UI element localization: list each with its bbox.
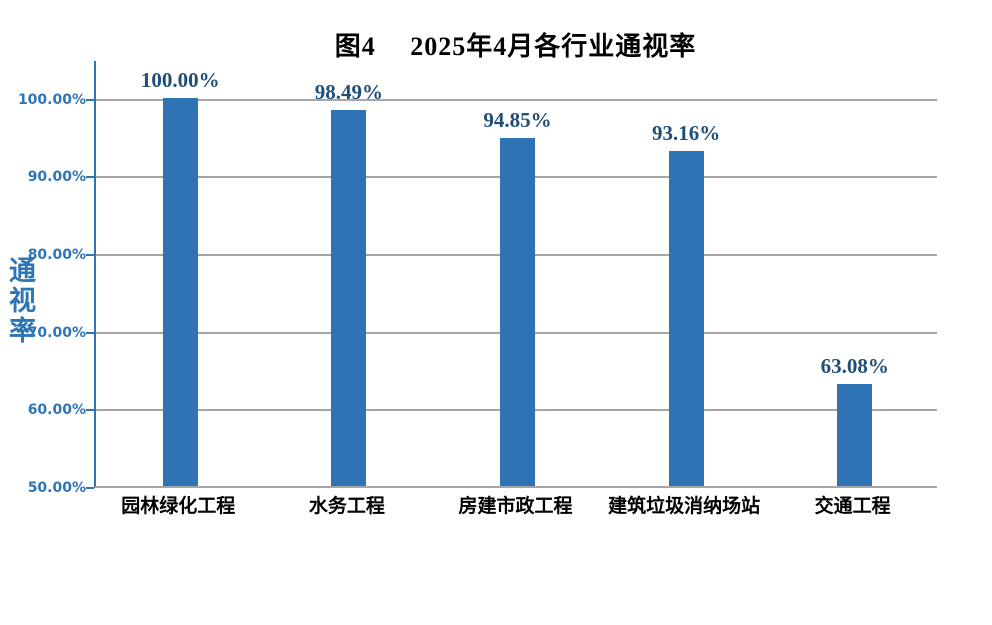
gridline-100 xyxy=(96,98,937,101)
y-axis-tick xyxy=(86,331,94,334)
x-axis-category-label: 交通工程 xyxy=(814,495,891,517)
y-axis-tick-label: 60.00% xyxy=(27,402,86,419)
y-axis-tick-label: 100.00% xyxy=(17,91,86,108)
bar-value-label: 93.16% xyxy=(651,120,721,145)
y-axis-tick xyxy=(86,98,94,101)
y-axis-tick-label: 90.00% xyxy=(27,169,86,186)
x-axis-category-label: 园林绿化工程 xyxy=(121,495,236,517)
bar-4 xyxy=(668,150,704,486)
y-axis-tick-label: 80.00% xyxy=(27,247,86,264)
bar-value-label: 94.85% xyxy=(483,107,552,132)
bar-value-label: 63.08% xyxy=(820,354,889,379)
y-axis-tick xyxy=(86,176,94,179)
x-axis-category-label: 房建市政工程 xyxy=(458,495,573,517)
bar-1 xyxy=(162,97,198,486)
bar-5 xyxy=(837,384,873,486)
bar-value-label: 100.00% xyxy=(140,67,220,92)
x-axis-category-label: 水务工程 xyxy=(308,495,385,517)
x-axis-category-label: 建筑垃圾消纳场站 xyxy=(608,495,761,517)
bar-3 xyxy=(500,137,535,486)
chart-title: 图4 2025年4月各行业通视率 xyxy=(334,32,697,61)
y-axis-tick-label: 70.00% xyxy=(27,324,86,341)
bar-2 xyxy=(331,109,367,486)
y-axis-tick xyxy=(86,409,94,412)
y-axis-tick xyxy=(86,487,94,489)
plot-area: 100.00% 98.49% 94.85% 93.16% 63.08% xyxy=(94,61,937,488)
y-axis-title: 通视率 xyxy=(4,256,35,346)
y-axis-tick xyxy=(86,254,94,257)
y-axis-tick-label: 50.00% xyxy=(27,480,86,496)
bar-value-label: 98.49% xyxy=(314,79,384,104)
